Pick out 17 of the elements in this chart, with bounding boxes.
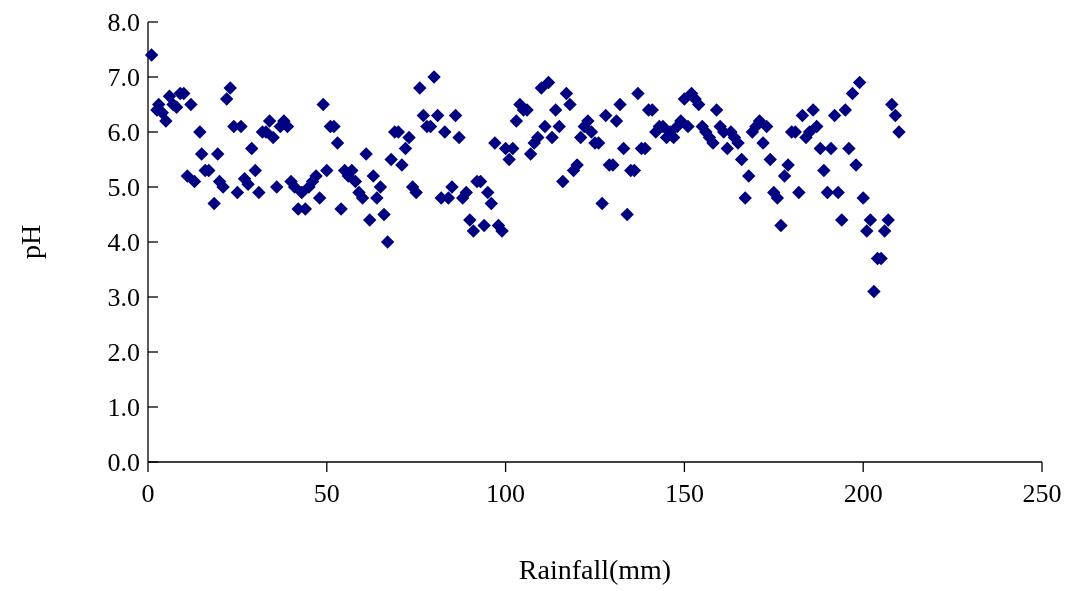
x-tick-label: 50 bbox=[313, 479, 340, 508]
y-tick-label: 4.0 bbox=[107, 228, 140, 258]
x-tick-label: 150 bbox=[664, 479, 704, 508]
y-tick-label: 7.0 bbox=[107, 63, 140, 93]
y-tick-label: 6.0 bbox=[107, 118, 140, 148]
y-tick-label: 2.0 bbox=[107, 338, 140, 368]
x-tick-label: 100 bbox=[486, 479, 526, 508]
y-tick-label: 8.0 bbox=[107, 8, 140, 38]
x-axis-title: Rainfall(mm) bbox=[518, 554, 672, 585]
x-tick-label: 0 bbox=[141, 479, 155, 508]
y-axis-title: pH bbox=[15, 224, 46, 260]
x-tick-label: 200 bbox=[843, 479, 883, 508]
y-tick-label: 1.0 bbox=[107, 393, 140, 423]
y-tick-label: 0.0 bbox=[107, 448, 140, 478]
x-tick-label: 250 bbox=[1022, 479, 1062, 508]
y-tick-label: 3.0 bbox=[107, 283, 140, 313]
y-tick-label: 5.0 bbox=[107, 173, 140, 203]
